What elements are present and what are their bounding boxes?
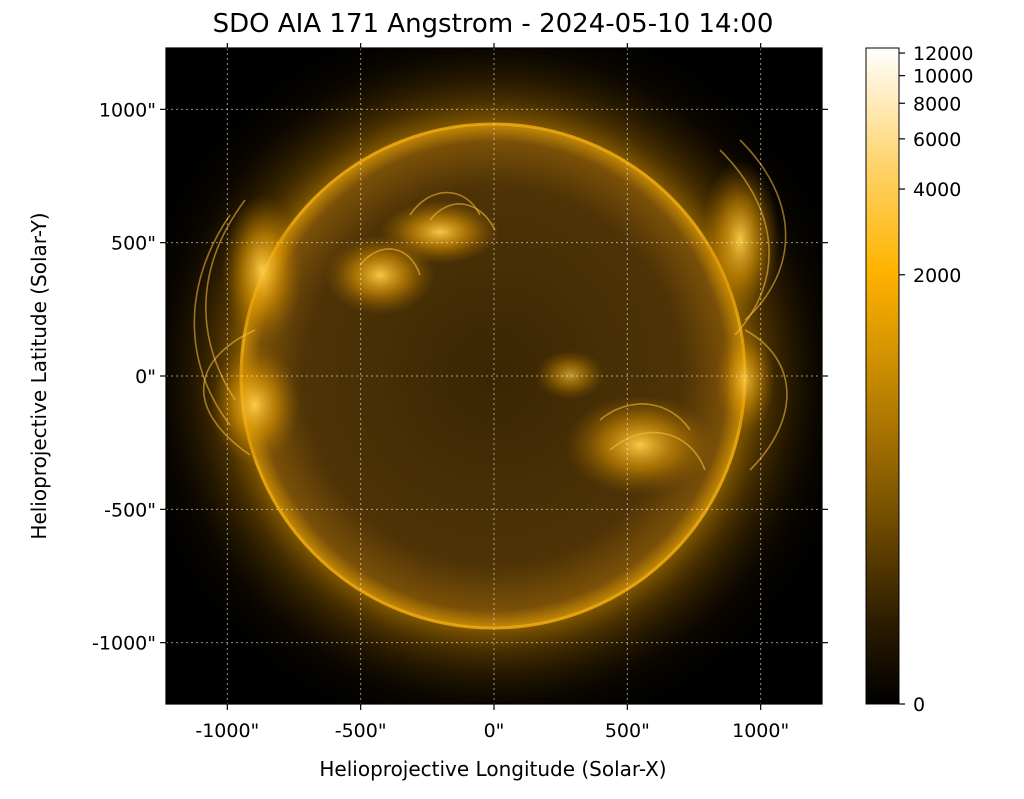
x-tick-label: -1000" (195, 720, 259, 742)
x-tick-label: 500" (605, 720, 650, 742)
colorbar-tick-label: 2000 (913, 265, 961, 287)
colorbar-tick-label: 10000 (913, 66, 973, 88)
colorbar (865, 47, 900, 705)
y-tick-label: 0" (135, 366, 156, 388)
coronal-loops (193, 139, 788, 471)
colorbar-tick-label: 12000 (913, 43, 973, 65)
y-tick-label: -1000" (92, 633, 156, 655)
x-axis-ticks: -1000" -500" 0" 500" 1000" (195, 43, 789, 742)
x-tick-label: 1000" (732, 720, 789, 742)
x-tick-label: -500" (335, 720, 387, 742)
sun-image (166, 48, 822, 704)
colorbar-tick-label: 8000 (913, 93, 961, 115)
x-axis-label: Helioprojective Longitude (Solar-X) (319, 757, 666, 781)
y-tick-label: 1000" (99, 99, 156, 121)
y-axis-label: Helioprojective Latitude (Solar-Y) (27, 212, 51, 539)
y-tick-label: 500" (111, 233, 156, 255)
x-tick-label: 0" (484, 720, 505, 742)
coordinate-grid (166, 48, 822, 704)
y-tick-label: -500" (104, 499, 156, 521)
y-axis-ticks: 1000" 500" 0" -500" -1000" (92, 99, 828, 655)
plot-title: SDO AIA 171 Angstrom - 2024-05-10 14:00 (213, 9, 774, 39)
colorbar-tick-label: 0 (913, 694, 925, 716)
colorbar-tick-label: 4000 (913, 179, 961, 201)
colorbar-tick-label: 6000 (913, 129, 961, 151)
